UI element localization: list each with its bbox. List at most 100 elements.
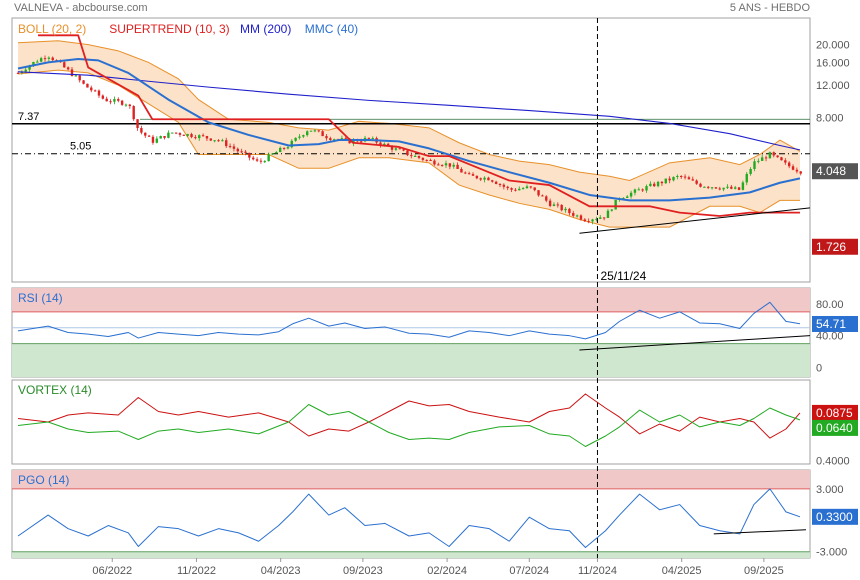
candle-body <box>421 157 425 160</box>
candle-body <box>282 147 286 149</box>
candle-body <box>379 142 382 146</box>
candle-body <box>232 146 236 149</box>
candle-body <box>217 140 220 142</box>
candle-body <box>676 175 679 177</box>
rsi-value-badge: 54.71 <box>816 317 846 331</box>
candle-body <box>340 138 344 140</box>
price-axis-tick: 8.000 <box>816 112 844 124</box>
candle-body <box>286 147 290 149</box>
panel-frame <box>11 379 811 465</box>
candle-body <box>24 69 27 72</box>
candle-body <box>683 176 687 178</box>
candle-body <box>74 75 78 77</box>
candle-body <box>780 157 783 161</box>
candle-body <box>221 140 224 142</box>
price-axis-tick: 20.000 <box>816 40 850 52</box>
candle-body <box>737 187 741 190</box>
vortex-plus-badge-bg <box>812 419 858 436</box>
candle-body <box>151 136 155 143</box>
candle-body <box>155 138 159 143</box>
candle-body <box>541 195 544 197</box>
supertrend-line <box>38 34 800 217</box>
candle-body <box>672 176 675 181</box>
candle-body <box>591 219 594 222</box>
event-date-label: 25/11/24 <box>600 269 646 283</box>
candle-body <box>228 146 232 148</box>
candle-body <box>306 131 309 136</box>
candle-body <box>641 189 644 191</box>
candle-body <box>167 132 170 138</box>
candle-body <box>533 187 536 191</box>
legend-item-1: SUPERTREND (10, 3) <box>109 22 229 36</box>
candle-body <box>386 143 390 147</box>
candle-body <box>456 164 459 169</box>
candle-body <box>545 196 548 201</box>
candle-body <box>128 104 132 107</box>
candle-body <box>86 83 89 88</box>
mm200-line <box>17 71 801 151</box>
candle-body <box>791 166 795 170</box>
candle-body <box>730 186 733 189</box>
candle-body <box>726 186 729 188</box>
candle-body <box>487 177 490 181</box>
candle-body <box>194 137 197 139</box>
candle-body <box>483 177 486 180</box>
candle-body <box>764 157 768 159</box>
candle-body <box>329 138 332 141</box>
candle-body <box>787 162 791 167</box>
candle-body <box>205 136 209 139</box>
candle-body <box>267 154 270 162</box>
candle-body <box>144 132 147 136</box>
chart-period-label: 5 ANS - HEBDO <box>729 2 810 14</box>
candle-body <box>795 169 799 172</box>
rsi-overbought-zone <box>12 288 810 312</box>
candle-body <box>645 186 648 191</box>
candle-body <box>105 98 108 102</box>
legend-item-2: MM (200) <box>240 22 291 36</box>
rsi-title: RSI (14) <box>18 291 63 305</box>
x-axis-label: 11/2022 <box>177 565 216 577</box>
pgo-oversold-zone <box>12 551 810 558</box>
candle-body <box>101 95 105 99</box>
candle-body <box>610 209 614 211</box>
vortex-minus-badge-bg <box>812 404 858 421</box>
price-axis-tick: 16.000 <box>816 57 850 69</box>
rsi-axis-tick: 40.00 <box>816 331 844 343</box>
candle-body <box>448 163 452 167</box>
candle-body <box>525 186 529 189</box>
candle-body <box>147 135 151 137</box>
candle-body <box>629 192 633 197</box>
candle-body <box>32 61 35 66</box>
candle-body <box>440 165 444 167</box>
vortex-title: VORTEX (14) <box>18 383 92 397</box>
candle-body <box>757 160 760 162</box>
candle-body <box>710 187 714 189</box>
candle-body <box>680 175 683 177</box>
vortex-plus-line <box>17 404 801 447</box>
candle-body <box>606 210 610 219</box>
supertrend-badge: 1.726 <box>816 240 846 254</box>
candle-body <box>90 87 93 91</box>
candle-body <box>78 75 81 81</box>
x-axis-label: 09/2023 <box>343 565 383 577</box>
candle-body <box>653 183 656 187</box>
candle-body <box>51 57 54 61</box>
candle-body <box>248 152 251 158</box>
x-axis-label: 04/2023 <box>261 565 301 577</box>
candle-body <box>626 196 629 198</box>
candle-body <box>537 190 540 196</box>
pgo-axis-tick: -3.000 <box>816 547 847 559</box>
candle-body <box>225 140 228 147</box>
rsi-line <box>17 301 801 340</box>
pgo-trendline <box>713 529 807 535</box>
candle-body <box>413 155 417 157</box>
vortex-axis-tick: 0.4000 <box>816 456 850 468</box>
candle-body <box>529 186 533 188</box>
candle-body <box>475 175 479 179</box>
candle-body <box>201 135 205 137</box>
candle-body <box>521 188 525 190</box>
candle-body <box>367 137 371 139</box>
pgo-overbought-zone <box>12 470 810 489</box>
candle-body <box>668 178 671 181</box>
